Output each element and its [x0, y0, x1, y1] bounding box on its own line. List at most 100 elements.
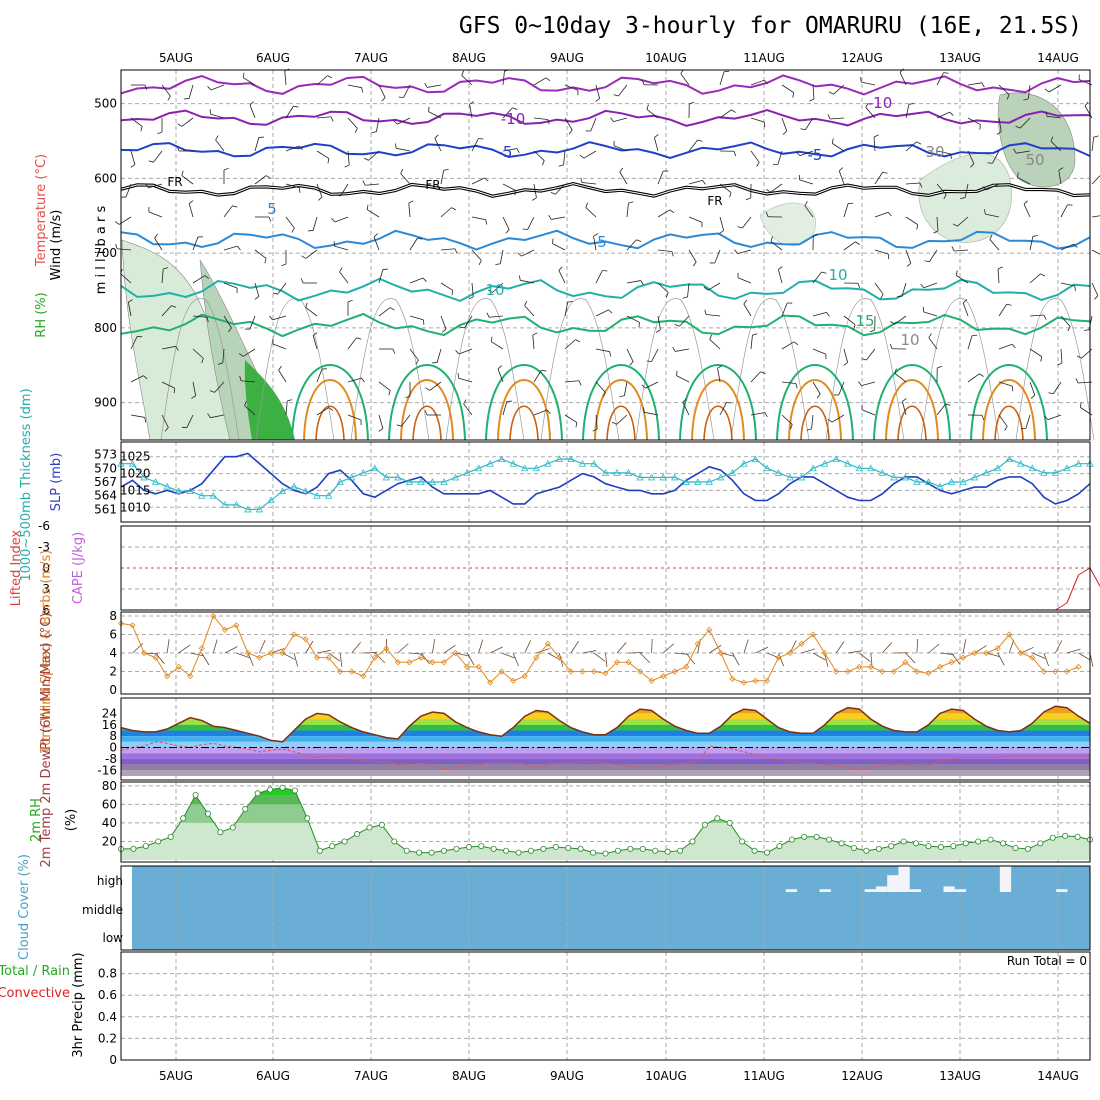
thickness-point	[613, 469, 621, 476]
thickness-point	[671, 473, 679, 481]
wind-barb	[161, 305, 172, 317]
contour-label: -5	[498, 143, 513, 161]
wind-barb	[409, 348, 419, 361]
wind-barb-flag	[1079, 402, 1082, 408]
contour-label: 30	[925, 143, 944, 161]
wind-barb-flag	[1032, 235, 1038, 237]
wind-barb-flag	[392, 348, 396, 354]
wind-barb-flag	[490, 336, 493, 342]
wind-barb	[957, 216, 969, 227]
wind-barb	[440, 207, 452, 218]
wind-barb	[905, 104, 910, 119]
surface-wind-barb	[190, 652, 204, 657]
thickness-point	[878, 469, 887, 476]
y-tick-label: 0.6	[98, 988, 117, 1002]
wind-barb	[401, 414, 411, 427]
wind-barb-flag	[517, 252, 522, 257]
wind-barb-flag	[552, 238, 554, 244]
wind-barb	[874, 249, 889, 255]
wind-barb	[249, 315, 256, 330]
wind-barb-flag	[655, 329, 661, 333]
contour-label: 10	[485, 281, 504, 299]
wind-barb-flag	[115, 243, 118, 249]
wind-barb-flag	[702, 180, 706, 185]
wind-barb	[646, 109, 659, 119]
wind-speed-point	[936, 663, 944, 670]
isotherm-minus5	[120, 141, 1091, 160]
wind-speed-point	[440, 659, 448, 666]
surface-wind-barb	[743, 639, 749, 654]
wind-barb-flag	[232, 205, 238, 208]
wind-barb	[316, 150, 330, 159]
surface-wind-barb	[501, 652, 515, 659]
thickness-point	[659, 473, 667, 481]
wind-barb	[181, 175, 194, 185]
thickness-point	[198, 491, 206, 499]
rh-point	[764, 849, 771, 856]
wind-speed-point	[510, 677, 517, 684]
wind-barb-flag	[636, 239, 642, 242]
surface-wind-barb	[801, 648, 816, 654]
bottom-date-label: 14AUG	[1037, 1069, 1079, 1083]
wind-barb-flag	[188, 200, 194, 204]
wind-barb	[936, 403, 946, 416]
wind-barb	[936, 150, 951, 155]
wind-barb-flag	[356, 337, 362, 340]
axis-label: CAPE (J/kg)	[71, 532, 86, 604]
isotherm-loop	[691, 379, 745, 441]
wind-barb-flag	[853, 324, 856, 330]
wind-barb-flag	[951, 246, 955, 252]
wind-barb	[396, 147, 411, 152]
wind-barb-flag	[291, 227, 295, 233]
wind-barb	[1053, 381, 1062, 394]
wind-barb	[192, 315, 207, 318]
wind-barb	[192, 381, 197, 396]
rh-contour	[350, 298, 430, 441]
wind-barb	[936, 183, 947, 195]
wind-barb-flag	[362, 180, 366, 186]
rh-shade-area	[759, 202, 816, 246]
wind-barb-flag	[512, 107, 518, 110]
wind-barb-flag	[962, 299, 968, 304]
wind-barb-flag	[646, 104, 649, 110]
wind-barb	[215, 139, 225, 152]
axis-label: 2m Temp 2m DewPt (6hr Min/Max) (°C)	[39, 613, 54, 868]
wind-barb	[277, 282, 287, 295]
wind-barb	[409, 277, 424, 284]
wind-barb-flag	[541, 369, 547, 372]
wind-barb	[347, 84, 362, 89]
wind-barb-flag	[417, 237, 423, 240]
isotherm-loop	[485, 364, 563, 441]
wind-barb-flag	[800, 128, 806, 131]
bottom-date-label: 6AUG	[256, 1069, 290, 1083]
wind-barb-flag	[424, 82, 428, 88]
wind-barb-flag	[610, 117, 614, 122]
surface-wind-barb	[432, 639, 436, 654]
wind-barb-flag	[1075, 378, 1079, 384]
slp-line	[120, 452, 1091, 505]
wind-barb-flag	[619, 167, 624, 173]
wind-barb	[520, 279, 535, 284]
rh-point	[130, 845, 137, 852]
rh-point	[465, 844, 472, 851]
wind-barb-flag	[522, 228, 528, 230]
surface-wind-barb	[616, 642, 627, 654]
wind-speed-point	[464, 663, 471, 670]
rh-point	[478, 843, 485, 850]
wind-barb-flag	[669, 209, 675, 214]
surface-wind-barb	[1032, 652, 1046, 659]
wind-speed-point	[1029, 654, 1036, 661]
wind-barb	[923, 282, 938, 289]
thickness-point	[855, 464, 863, 472]
wind-barb	[378, 414, 384, 429]
surface-wind-barb	[974, 645, 987, 654]
wind-barb-flag	[171, 305, 177, 308]
wind-speed-point	[602, 670, 609, 677]
thickness-point	[359, 469, 367, 476]
wind-barb	[502, 71, 505, 86]
wind-barb	[750, 79, 765, 86]
wind-barb	[1016, 150, 1031, 154]
wind-barb-flag	[242, 72, 245, 78]
wind-barb	[461, 75, 473, 86]
wind-speed-point	[694, 640, 701, 647]
